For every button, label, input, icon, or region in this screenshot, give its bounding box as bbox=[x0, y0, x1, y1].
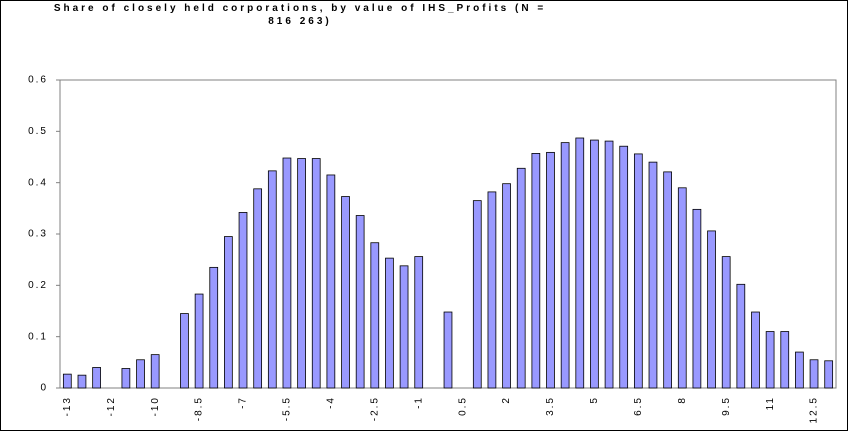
bar bbox=[121, 368, 131, 389]
bar bbox=[282, 157, 292, 389]
x-tick-label: 12.5 bbox=[809, 396, 820, 423]
x-tick-label: 9.5 bbox=[721, 396, 732, 416]
y-tick-label: 0.4 bbox=[28, 177, 48, 188]
bar bbox=[663, 171, 672, 389]
bar bbox=[253, 188, 263, 389]
bar bbox=[780, 331, 790, 389]
bar bbox=[692, 208, 702, 389]
x-tick-label: 8 bbox=[677, 396, 688, 404]
bar bbox=[707, 230, 716, 389]
bar bbox=[180, 313, 189, 389]
bar bbox=[677, 187, 687, 389]
bar bbox=[399, 265, 409, 389]
bar bbox=[736, 283, 746, 389]
x-tick-label: -1 bbox=[413, 396, 424, 409]
bar bbox=[238, 212, 248, 389]
bar bbox=[150, 354, 160, 389]
bar bbox=[472, 200, 482, 389]
bar bbox=[516, 167, 526, 389]
bar bbox=[62, 373, 72, 389]
x-tick-label: 6.5 bbox=[633, 396, 644, 416]
bar bbox=[341, 196, 350, 389]
bar bbox=[633, 153, 643, 389]
bar bbox=[92, 367, 101, 389]
bar bbox=[136, 359, 145, 389]
bar bbox=[370, 242, 380, 389]
bar bbox=[619, 145, 629, 389]
x-tick-label: 0.5 bbox=[457, 396, 468, 416]
bar bbox=[326, 174, 336, 389]
bar bbox=[721, 256, 731, 389]
bar bbox=[385, 257, 394, 389]
x-tick-label: -4 bbox=[326, 396, 337, 409]
bar bbox=[502, 183, 511, 389]
bar bbox=[795, 351, 804, 389]
bar bbox=[765, 331, 775, 389]
bar bbox=[267, 170, 277, 389]
bar bbox=[604, 140, 614, 389]
bar bbox=[648, 161, 658, 389]
bar bbox=[751, 311, 760, 389]
bar bbox=[355, 215, 365, 389]
x-tick-label: -10 bbox=[150, 396, 161, 416]
y-tick-label: 0.2 bbox=[28, 280, 48, 291]
bar bbox=[546, 151, 555, 389]
y-tick-label: 0.6 bbox=[28, 75, 48, 86]
bar bbox=[311, 158, 321, 389]
x-tick-label: -7 bbox=[238, 396, 249, 409]
y-tick-label: 0 bbox=[40, 383, 48, 394]
bar bbox=[487, 191, 497, 389]
x-tick-label: -8.5 bbox=[194, 396, 205, 421]
bar bbox=[414, 256, 424, 389]
x-tick-label: 11 bbox=[765, 396, 776, 410]
y-tick-label: 0.3 bbox=[28, 229, 48, 240]
bar bbox=[194, 293, 204, 389]
x-tick-label: -2.5 bbox=[369, 396, 380, 421]
bar bbox=[297, 158, 306, 389]
x-tick-label: 5 bbox=[589, 396, 600, 404]
chart-title: Share of closely held corporations, by v… bbox=[53, 3, 547, 27]
x-tick-label: -13 bbox=[62, 396, 73, 416]
bar bbox=[531, 153, 541, 389]
x-tick-label: 3.5 bbox=[545, 396, 556, 416]
x-tick-label: 2 bbox=[501, 396, 512, 404]
bar bbox=[590, 139, 599, 389]
x-tick-label: -5.5 bbox=[282, 396, 293, 421]
bar bbox=[443, 311, 453, 389]
bar bbox=[809, 359, 819, 389]
y-tick-label: 0.5 bbox=[28, 126, 48, 137]
bar bbox=[560, 142, 570, 389]
bar bbox=[575, 137, 585, 389]
x-tick-label: -12 bbox=[106, 396, 117, 416]
bar bbox=[824, 360, 834, 389]
y-tick-label: 0.1 bbox=[28, 331, 48, 342]
bar bbox=[224, 236, 233, 389]
bar bbox=[209, 266, 219, 389]
bar bbox=[77, 374, 87, 389]
